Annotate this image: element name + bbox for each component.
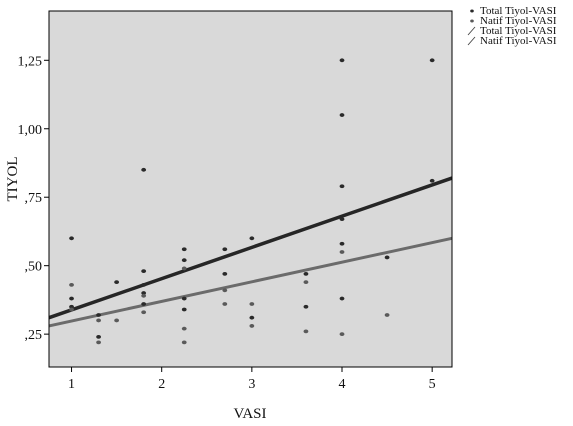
data-point-natif xyxy=(69,307,74,312)
fit-lines xyxy=(48,176,453,328)
data-point-natif xyxy=(222,302,228,306)
data-point-total xyxy=(339,241,345,246)
data-point-total xyxy=(249,236,255,241)
data-point-total xyxy=(249,315,255,320)
data-point-total xyxy=(181,296,187,301)
data-point-total xyxy=(222,271,228,276)
data-point-natif xyxy=(114,318,120,323)
data-point-natif xyxy=(249,302,255,306)
data-point-natif xyxy=(339,332,345,337)
data-point-total xyxy=(96,334,101,339)
data-point-total xyxy=(141,291,147,295)
x-tick-label: 5 xyxy=(429,377,436,392)
data-point-total xyxy=(339,58,345,63)
legend-label: Total Tiyol-VASI xyxy=(480,25,557,37)
data-point-total xyxy=(339,184,345,189)
fit-line-natif xyxy=(48,236,453,328)
data-point-total xyxy=(181,258,187,263)
data-point-total xyxy=(303,271,309,276)
data-point-natif xyxy=(249,324,255,328)
y-tick-label: ,25 xyxy=(25,328,43,343)
legend-label: Natif Tiyol-VASI xyxy=(480,35,557,47)
data-point-total xyxy=(141,282,147,287)
legend-label: Natif Tiyol-VASI xyxy=(480,15,557,27)
plot-frame xyxy=(48,10,453,368)
y-tick-label: ,50 xyxy=(25,260,43,275)
data-point-natif xyxy=(181,266,187,271)
plot-background xyxy=(49,11,452,367)
legend-marker-line xyxy=(467,26,476,36)
legend-marker-dot xyxy=(470,9,474,13)
data-point-total xyxy=(429,178,435,183)
x-axis: 1 2 3 4 5 xyxy=(68,367,436,392)
data-point-total xyxy=(429,58,435,63)
data-point-natif xyxy=(384,313,390,317)
data-point-total xyxy=(69,296,74,301)
data-point-total xyxy=(69,304,74,309)
data-point-natif xyxy=(339,250,345,254)
data-point-natif xyxy=(222,288,228,293)
data-point-total xyxy=(384,255,390,260)
data-point-natif xyxy=(303,329,309,334)
data-point-total xyxy=(114,280,120,285)
x-tick-label: 2 xyxy=(158,377,165,392)
data-point-natif xyxy=(303,280,309,285)
y-axis-title: TIYOL xyxy=(5,157,21,202)
legend-label: Total Tiyol-VASI xyxy=(480,5,557,17)
data-point-total xyxy=(339,296,345,301)
legend-marker-line xyxy=(467,36,476,46)
y-tick-label: 1,00 xyxy=(18,123,43,138)
data-point-total xyxy=(339,217,345,222)
data-point-natif xyxy=(141,310,147,315)
data-point-total xyxy=(222,247,228,252)
data-point-total xyxy=(181,247,187,252)
data-point-natif xyxy=(181,326,187,331)
data-points xyxy=(69,58,435,345)
data-point-total xyxy=(69,236,74,241)
data-point-total xyxy=(96,313,101,317)
y-axis: ,25 ,50 ,75 1,00 1,25 xyxy=(18,54,49,343)
x-axis-title: VASI xyxy=(233,406,266,422)
y-tick-label: 1,25 xyxy=(18,54,43,69)
x-tick-label: 3 xyxy=(248,377,255,392)
fit-line-total xyxy=(48,176,453,320)
data-point-total xyxy=(181,307,187,312)
x-tick-label: 1 xyxy=(68,377,75,392)
x-tick-label: 4 xyxy=(339,377,346,392)
data-point-natif xyxy=(181,340,187,345)
data-point-natif xyxy=(141,293,147,298)
data-point-natif xyxy=(69,282,74,287)
data-point-total xyxy=(141,167,147,172)
legend-marker-dot xyxy=(470,19,474,23)
data-point-natif xyxy=(96,318,101,323)
data-point-total xyxy=(303,304,309,309)
data-point-total xyxy=(141,269,147,274)
y-tick-label: ,75 xyxy=(25,191,43,206)
data-point-total xyxy=(339,113,345,117)
data-point-total xyxy=(141,302,147,306)
data-point-natif xyxy=(96,340,101,345)
